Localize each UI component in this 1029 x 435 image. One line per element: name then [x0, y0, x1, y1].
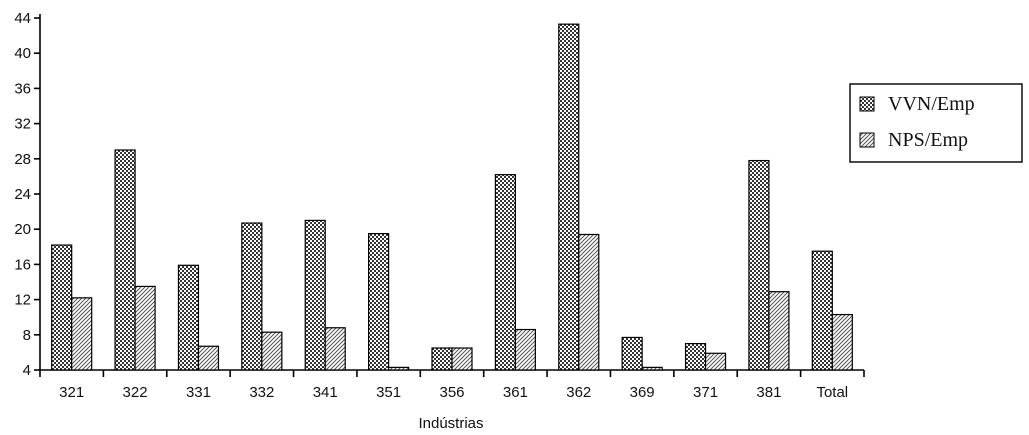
x-tick-label: 371 — [693, 384, 718, 401]
x-tick-label: 381 — [756, 384, 781, 401]
x-tick-label: 369 — [630, 384, 655, 401]
y-tick-label: 8 — [23, 327, 31, 344]
legend: VVN/Emp NPS/Emp — [849, 83, 1023, 163]
bar-vvn-emp-371 — [684, 343, 707, 371]
y-tick-label: 12 — [14, 292, 31, 309]
bar-nps-emp-362 — [578, 233, 600, 371]
bar-nps-emp-331 — [197, 345, 220, 371]
x-tick-label: 322 — [123, 384, 148, 401]
bar-nps-emp-361 — [514, 328, 536, 371]
y-tick-label: 24 — [14, 186, 31, 203]
y-tick-label: 40 — [14, 45, 31, 62]
bar-vvn-emp-321 — [51, 244, 73, 371]
x-tick-label: 361 — [503, 384, 528, 401]
x-tick-label: 321 — [59, 384, 84, 401]
bar-nps-emp-332 — [261, 331, 283, 371]
y-tick-label: 4 — [23, 362, 31, 379]
bar-vvn-emp-341 — [304, 219, 326, 371]
bar-vvn-emp-356 — [431, 347, 453, 371]
bar-vvn-emp-362 — [558, 23, 580, 371]
bar-vvn-emp-369 — [621, 336, 643, 371]
x-tick-label: 351 — [376, 384, 401, 401]
legend-label: NPS/Emp — [888, 129, 968, 151]
bar-nps-emp-351 — [388, 366, 410, 371]
bar-nps-emp-381 — [768, 291, 790, 371]
y-tick-label: 44 — [14, 10, 31, 27]
y-tick-label: 32 — [14, 116, 31, 133]
bar-nps-emp-356 — [451, 347, 473, 371]
bar-nps-emp-371 — [704, 352, 727, 371]
bar-vvn-emp-total — [811, 250, 833, 371]
y-tick-label: 28 — [14, 151, 31, 168]
x-axis-title: Indústrias — [418, 415, 483, 432]
legend-label: VVN/Emp — [888, 93, 975, 115]
x-tick-label: Total — [816, 384, 848, 401]
x-tick-label: 362 — [566, 384, 591, 401]
bar-nps-emp-321 — [71, 297, 93, 371]
bar-vvn-emp-331 — [177, 264, 200, 371]
bar-vvn-emp-381 — [748, 159, 770, 371]
legend-swatch — [859, 96, 875, 112]
x-tick-label: 356 — [439, 384, 464, 401]
y-tick-label: 36 — [14, 80, 31, 97]
bar-vvn-emp-332 — [241, 222, 263, 371]
legend-box — [849, 83, 1023, 163]
x-tick-label: 331 — [186, 384, 211, 401]
y-axis: 4 8 12 16 20 24 28 32 36 40 44 — [14, 10, 41, 379]
legend-swatch — [859, 132, 875, 148]
bar-vvn-emp-322 — [114, 149, 136, 371]
bar-vvn-emp-351 — [368, 233, 390, 371]
bar-nps-emp-322 — [134, 285, 156, 371]
x-axis: 321 322 331 332 341 351 356 361 362 369 371 381 Tota… — [39, 369, 865, 401]
x-tick-label: 332 — [249, 384, 274, 401]
bars — [51, 23, 853, 371]
bar-nps-emp-341 — [324, 327, 346, 371]
x-tick-label: 341 — [313, 384, 338, 401]
bar-nps-emp-369 — [641, 366, 663, 371]
y-tick-label: 20 — [14, 221, 31, 238]
y-tick-label: 16 — [14, 256, 31, 273]
bar-vvn-emp-361 — [494, 174, 516, 371]
bar-nps-emp-total — [831, 313, 853, 371]
